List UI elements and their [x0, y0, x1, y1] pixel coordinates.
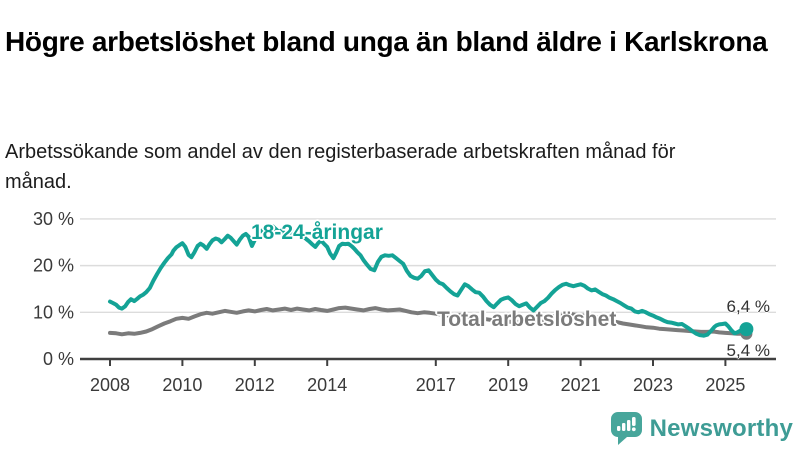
y-axis-label: 20 %: [33, 256, 74, 276]
y-axis-label: 30 %: [33, 209, 74, 229]
x-axis-label: 2025: [705, 375, 745, 395]
line-series-young: [108, 224, 749, 338]
y-axis-label: 0 %: [43, 349, 74, 369]
x-axis-label: 2010: [162, 375, 202, 395]
line-series-total: [108, 305, 749, 337]
x-axis-label: 2019: [488, 375, 528, 395]
end-value-label-young: 6,4 %: [726, 297, 770, 316]
x-axis-label: 2008: [90, 375, 130, 395]
newsworthy-logo-icon: [610, 412, 642, 445]
brand-name: Newsworthy: [649, 414, 793, 442]
x-axis-label: 2017: [416, 375, 456, 395]
brand-logo: Newsworthy: [610, 412, 793, 445]
x-axis-label: 2021: [561, 375, 601, 395]
page-title: Högre arbetslöshet bland unga än bland ä…: [5, 25, 768, 57]
series-label-total: Total arbetslöshet: [437, 308, 617, 331]
x-axis-label: 2014: [307, 375, 347, 395]
series-label-young: 18-24-åringar: [251, 221, 383, 244]
end-value-label-total: 5,4 %: [726, 341, 770, 360]
x-axis-label: 2023: [633, 375, 673, 395]
page-subtitle: Arbetssökande som andel av den registerb…: [5, 141, 676, 193]
line-end-dot-young: [739, 322, 754, 337]
x-axis-label: 2012: [235, 375, 275, 395]
y-axis-label: 10 %: [33, 302, 74, 322]
